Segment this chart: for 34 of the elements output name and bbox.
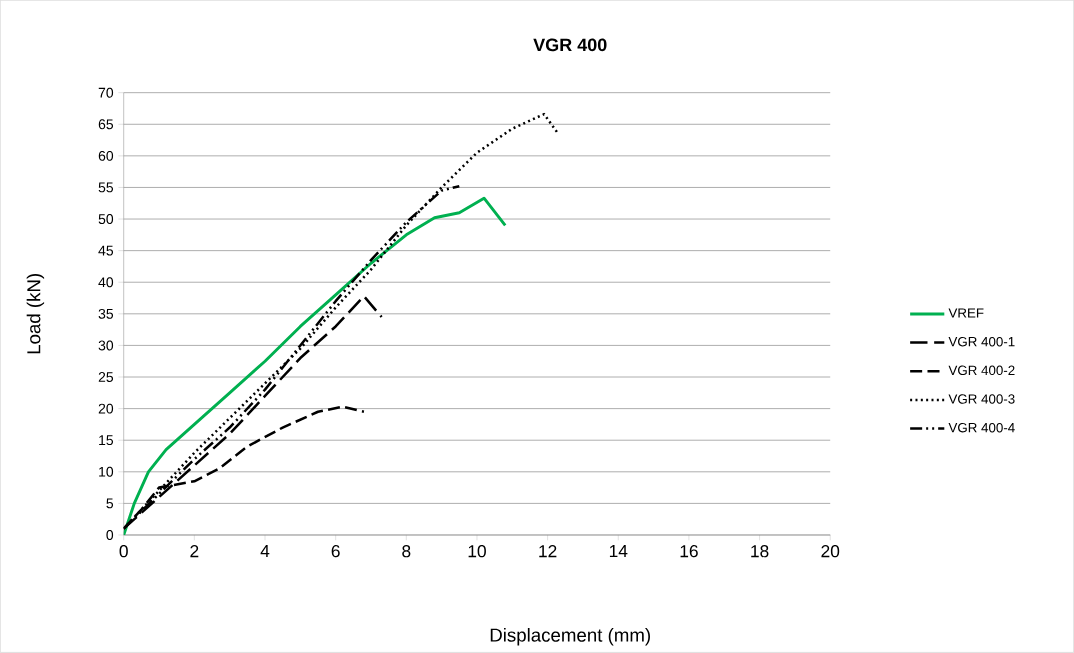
y-tick-label: 65 — [98, 119, 114, 130]
y-tick-label: 10 — [99, 467, 114, 477]
y-tick-label: 50 — [98, 214, 114, 225]
chart-title: VGR 400 — [533, 38, 607, 52]
y-tick-label: 15 — [99, 435, 114, 446]
x-tick-label: 0 — [119, 545, 128, 558]
legend-label: VGR 400-1 — [948, 337, 1015, 347]
y-tick-label: 70 — [98, 87, 114, 98]
legend-label: VGR 400-3 — [948, 394, 1015, 404]
y-tick-label: 20 — [98, 403, 114, 414]
x-tick-label: 6 — [331, 545, 340, 558]
x-tick-label: 20 — [821, 545, 840, 558]
x-tick-label: 2 — [190, 545, 199, 558]
y-tick-label: 45 — [98, 245, 114, 256]
legend-label: VREF — [948, 308, 984, 318]
y-tick-label: 40 — [98, 277, 114, 288]
x-tick-label: 4 — [260, 545, 270, 558]
x-tick-label: 18 — [751, 545, 769, 558]
y-tick-label: 55 — [98, 182, 114, 193]
x-tick-label: 12 — [539, 545, 557, 558]
y-axis-title: Load (kN) — [26, 274, 45, 354]
y-tick-label: 35 — [98, 309, 114, 319]
x-tick-label: 14 — [609, 545, 628, 558]
y-tick-label: 5 — [106, 498, 114, 509]
y-tick-label: 60 — [98, 151, 114, 161]
x-tick-label: 10 — [468, 545, 486, 558]
legend-label: VGR 400-4 — [948, 423, 1015, 433]
x-tick-label: 8 — [402, 545, 411, 558]
legend-label: VGR 400-2 — [948, 365, 1015, 376]
y-tick-label: 0 — [106, 530, 114, 541]
y-tick-label: 30 — [98, 340, 114, 351]
x-tick-label: 16 — [680, 545, 698, 558]
y-tick-label: 25 — [98, 372, 114, 383]
x-axis-title: Displacement (mm) — [490, 628, 650, 646]
